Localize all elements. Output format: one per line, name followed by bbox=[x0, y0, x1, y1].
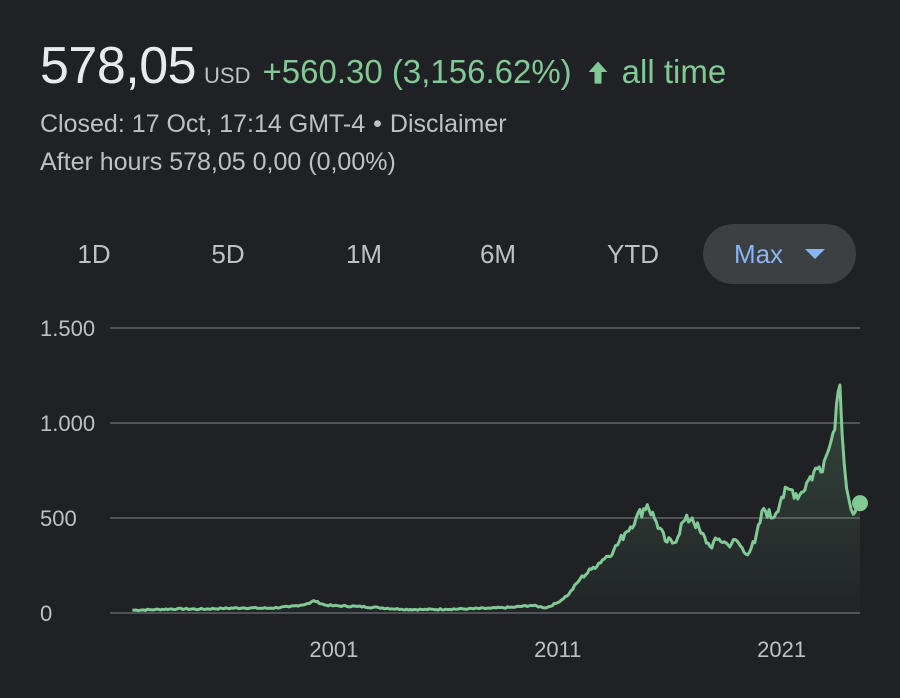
change-value: +560.30 (3,156.62%) bbox=[262, 53, 572, 90]
disclaimer-link[interactable]: Disclaimer bbox=[389, 110, 507, 138]
price-change: +560.30 (3,156.62%) all time bbox=[263, 53, 727, 91]
tab-max[interactable]: Max bbox=[703, 224, 856, 284]
y-tick-label: 0 bbox=[40, 601, 52, 626]
x-tick-label: 2021 bbox=[757, 637, 806, 662]
tab-5d[interactable]: 5D bbox=[211, 239, 245, 269]
arrow-up-icon bbox=[588, 61, 607, 84]
caret-down-icon bbox=[805, 249, 826, 259]
separator-dot: • bbox=[373, 110, 382, 138]
price-area bbox=[132, 385, 860, 613]
tab-ytd[interactable]: YTD bbox=[607, 239, 659, 269]
y-tick-label: 1.000 bbox=[40, 411, 95, 436]
after-hours-info: After hours 578,05 0,00 (0,00%) bbox=[40, 148, 396, 176]
y-tick-label: 1.500 bbox=[40, 316, 95, 341]
currency: USD bbox=[204, 63, 251, 88]
y-tick-label: 500 bbox=[40, 506, 77, 531]
tab-max-label: Max bbox=[733, 239, 784, 269]
x-axis-labels: 2001 2011 2021 bbox=[309, 637, 806, 662]
range-tabs: 1D 5D 1M 6M YTD Max bbox=[40, 224, 856, 284]
change-period: all time bbox=[621, 53, 727, 90]
closed-timestamp: Closed: 17 Oct, 17:14 GMT-4 bbox=[40, 110, 366, 138]
price-chart[interactable]: 0 500 1.000 1.500 2001 2011 2021 bbox=[0, 300, 900, 698]
tab-1d[interactable]: 1D bbox=[77, 239, 111, 269]
price: 578,05 bbox=[40, 37, 197, 95]
quote-header: 578,05 USD +560.30 (3,156.62%) all time bbox=[40, 36, 726, 96]
tab-6m[interactable]: 6M bbox=[479, 239, 517, 269]
price-line bbox=[132, 383, 862, 613]
x-tick-label: 2011 bbox=[534, 637, 581, 662]
tab-1m[interactable]: 1M bbox=[345, 239, 383, 269]
close-info: Closed: 17 Oct, 17:14 GMT-4 • Disclaimer bbox=[40, 110, 507, 139]
last-price-marker bbox=[852, 495, 868, 512]
y-axis-labels: 0 500 1.000 1.500 bbox=[40, 316, 95, 626]
x-tick-label: 2001 bbox=[309, 637, 358, 662]
